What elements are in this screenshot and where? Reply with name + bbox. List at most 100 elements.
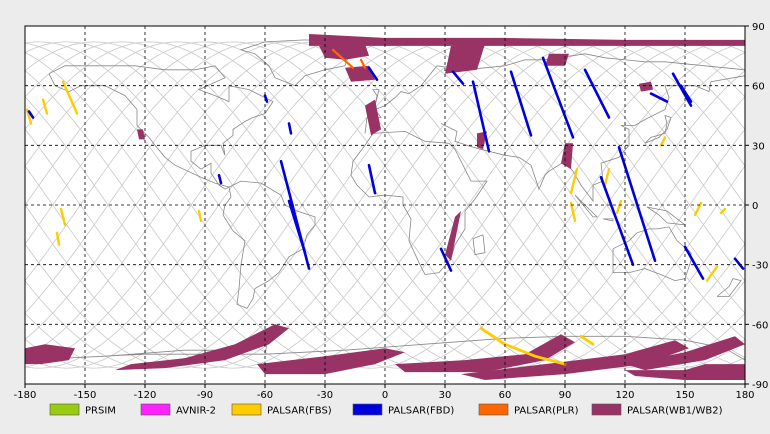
legend-label: PALSAR(WB1/WB2) [627, 406, 723, 417]
swath-palsar-fbs [55, 231, 61, 246]
swath-palsar-fbs [41, 98, 49, 115]
swath-palsar-wb [561, 143, 573, 170]
swath-palsar-wb [309, 34, 745, 46]
coastline [574, 194, 598, 218]
swath-palsar-fbs [569, 168, 579, 195]
swath-palsar-fbs [579, 334, 595, 346]
x-axis-ticks: -180 -150 -120 -90 -60 -30 0 30 60 90 120 150 180 [14, 384, 755, 401]
swath-palsar-wb [25, 344, 75, 365]
swath-palsar-fbd [287, 122, 293, 135]
swath-palsar-fbs [603, 168, 611, 187]
legend-label: PALSAR(PLR) [514, 406, 579, 417]
swath-palsar-fbs [61, 80, 79, 115]
swath-palsar-fbd [287, 199, 307, 254]
x-tick-label: -150 [74, 390, 97, 401]
swath-palsar-fbd [471, 80, 491, 153]
legend-label: PALSAR(FBD) [388, 406, 454, 417]
swath-palsar-fbd [509, 70, 533, 137]
x-tick-label: 120 [615, 390, 634, 401]
swath-palsar-fbd [439, 247, 453, 272]
swath-palsar-fbd [683, 245, 705, 280]
coastline [350, 130, 488, 276]
legend-label: PALSAR(FBS) [267, 406, 332, 417]
swath-palsar-wb [115, 324, 289, 371]
coastline [472, 234, 486, 256]
swath-palsar-wb [365, 99, 381, 136]
coastline [602, 218, 614, 222]
coastline [364, 53, 746, 134]
y-tick-label: -30 [752, 261, 768, 272]
legend-swatch [591, 403, 622, 416]
coverage-swaths [25, 34, 745, 380]
x-tick-label: 90 [559, 390, 572, 401]
legend-swatch [49, 403, 80, 416]
legend-swatch [140, 403, 171, 416]
swath-palsar-wb [395, 334, 575, 373]
swath-palsar-fbs [615, 199, 623, 215]
coastline [372, 89, 380, 106]
swath-palsar-fbs [719, 207, 727, 215]
swath-palsar-wb [445, 211, 461, 261]
legend-swatch [231, 403, 262, 416]
swath-palsar-fbd [583, 68, 611, 119]
swath-palsar-wb [639, 81, 653, 92]
swath-palsar-wb [461, 340, 689, 380]
swath-palsar-plr [331, 48, 355, 69]
x-tick-label: 0 [382, 390, 388, 401]
coastline [440, 75, 746, 203]
coastline [716, 278, 742, 297]
swath-palsar-wb [257, 348, 405, 375]
coastline [644, 114, 672, 144]
legend: PRSIM AVNIR-2 PALSAR(FBS) PALSAR(FBD) PALSAR… [49, 403, 723, 417]
y-tick-label: 0 [752, 201, 758, 212]
swath-palsar-wb [319, 43, 369, 60]
y-tick-label: 30 [752, 141, 765, 152]
legend-label: PRSIM [85, 406, 116, 417]
swath-palsar-fbd [27, 110, 35, 119]
swath-palsar-fbd [679, 84, 693, 103]
swath-palsar-fbs [569, 201, 577, 223]
swath-palsar-fbs [479, 326, 567, 366]
swath-palsar-fbd [541, 56, 575, 139]
x-tick-label: 60 [499, 390, 512, 401]
swath-palsar-fbd [733, 257, 745, 270]
swath-palsar-fbd [649, 92, 669, 103]
x-tick-label: 150 [675, 390, 694, 401]
y-tick-label: 90 [752, 22, 765, 33]
swath-palsar-fbs [659, 136, 667, 147]
swath-palsar-fbs [705, 265, 719, 282]
swath-palsar-fbd [263, 94, 269, 103]
graticule [25, 26, 745, 384]
y-tick-label: 60 [752, 82, 765, 93]
swath-palsar-fbd [599, 175, 635, 266]
swath-palsar-fbs [25, 108, 33, 125]
x-tick-label: 180 [735, 390, 754, 401]
x-tick-label: -120 [134, 390, 157, 401]
swath-palsar-fbd [367, 66, 379, 81]
swath-palsar-fbd [217, 173, 223, 185]
swath-palsar-wb [625, 336, 745, 371]
x-tick-label: 30 [439, 390, 452, 401]
swath-palsar-fbd [451, 70, 465, 85]
swath-palsar-wb [545, 53, 569, 66]
legend-label: AVNIR-2 [176, 406, 216, 417]
swath-palsar-fbd [367, 163, 377, 195]
x-tick-label: -180 [14, 390, 37, 401]
y-tick-label: -60 [752, 320, 768, 331]
swath-palsar-fbs [59, 207, 67, 227]
x-tick-label: -60 [257, 390, 273, 401]
y-axis-ticks: 90 60 30 0 -30 -60 -90 [745, 22, 768, 391]
y-tick-label: -90 [752, 380, 768, 391]
swath-palsar-plr [359, 58, 367, 69]
swath-palsar-wb [345, 65, 375, 82]
legend-swatch [352, 403, 383, 416]
coastline [646, 206, 687, 226]
x-tick-label: -30 [317, 390, 333, 401]
swath-palsar-wb [445, 43, 485, 74]
legend-swatch [478, 403, 509, 416]
x-tick-label: -90 [197, 390, 213, 401]
swath-palsar-wb [137, 129, 145, 140]
swath-palsar-fbs [197, 209, 203, 223]
